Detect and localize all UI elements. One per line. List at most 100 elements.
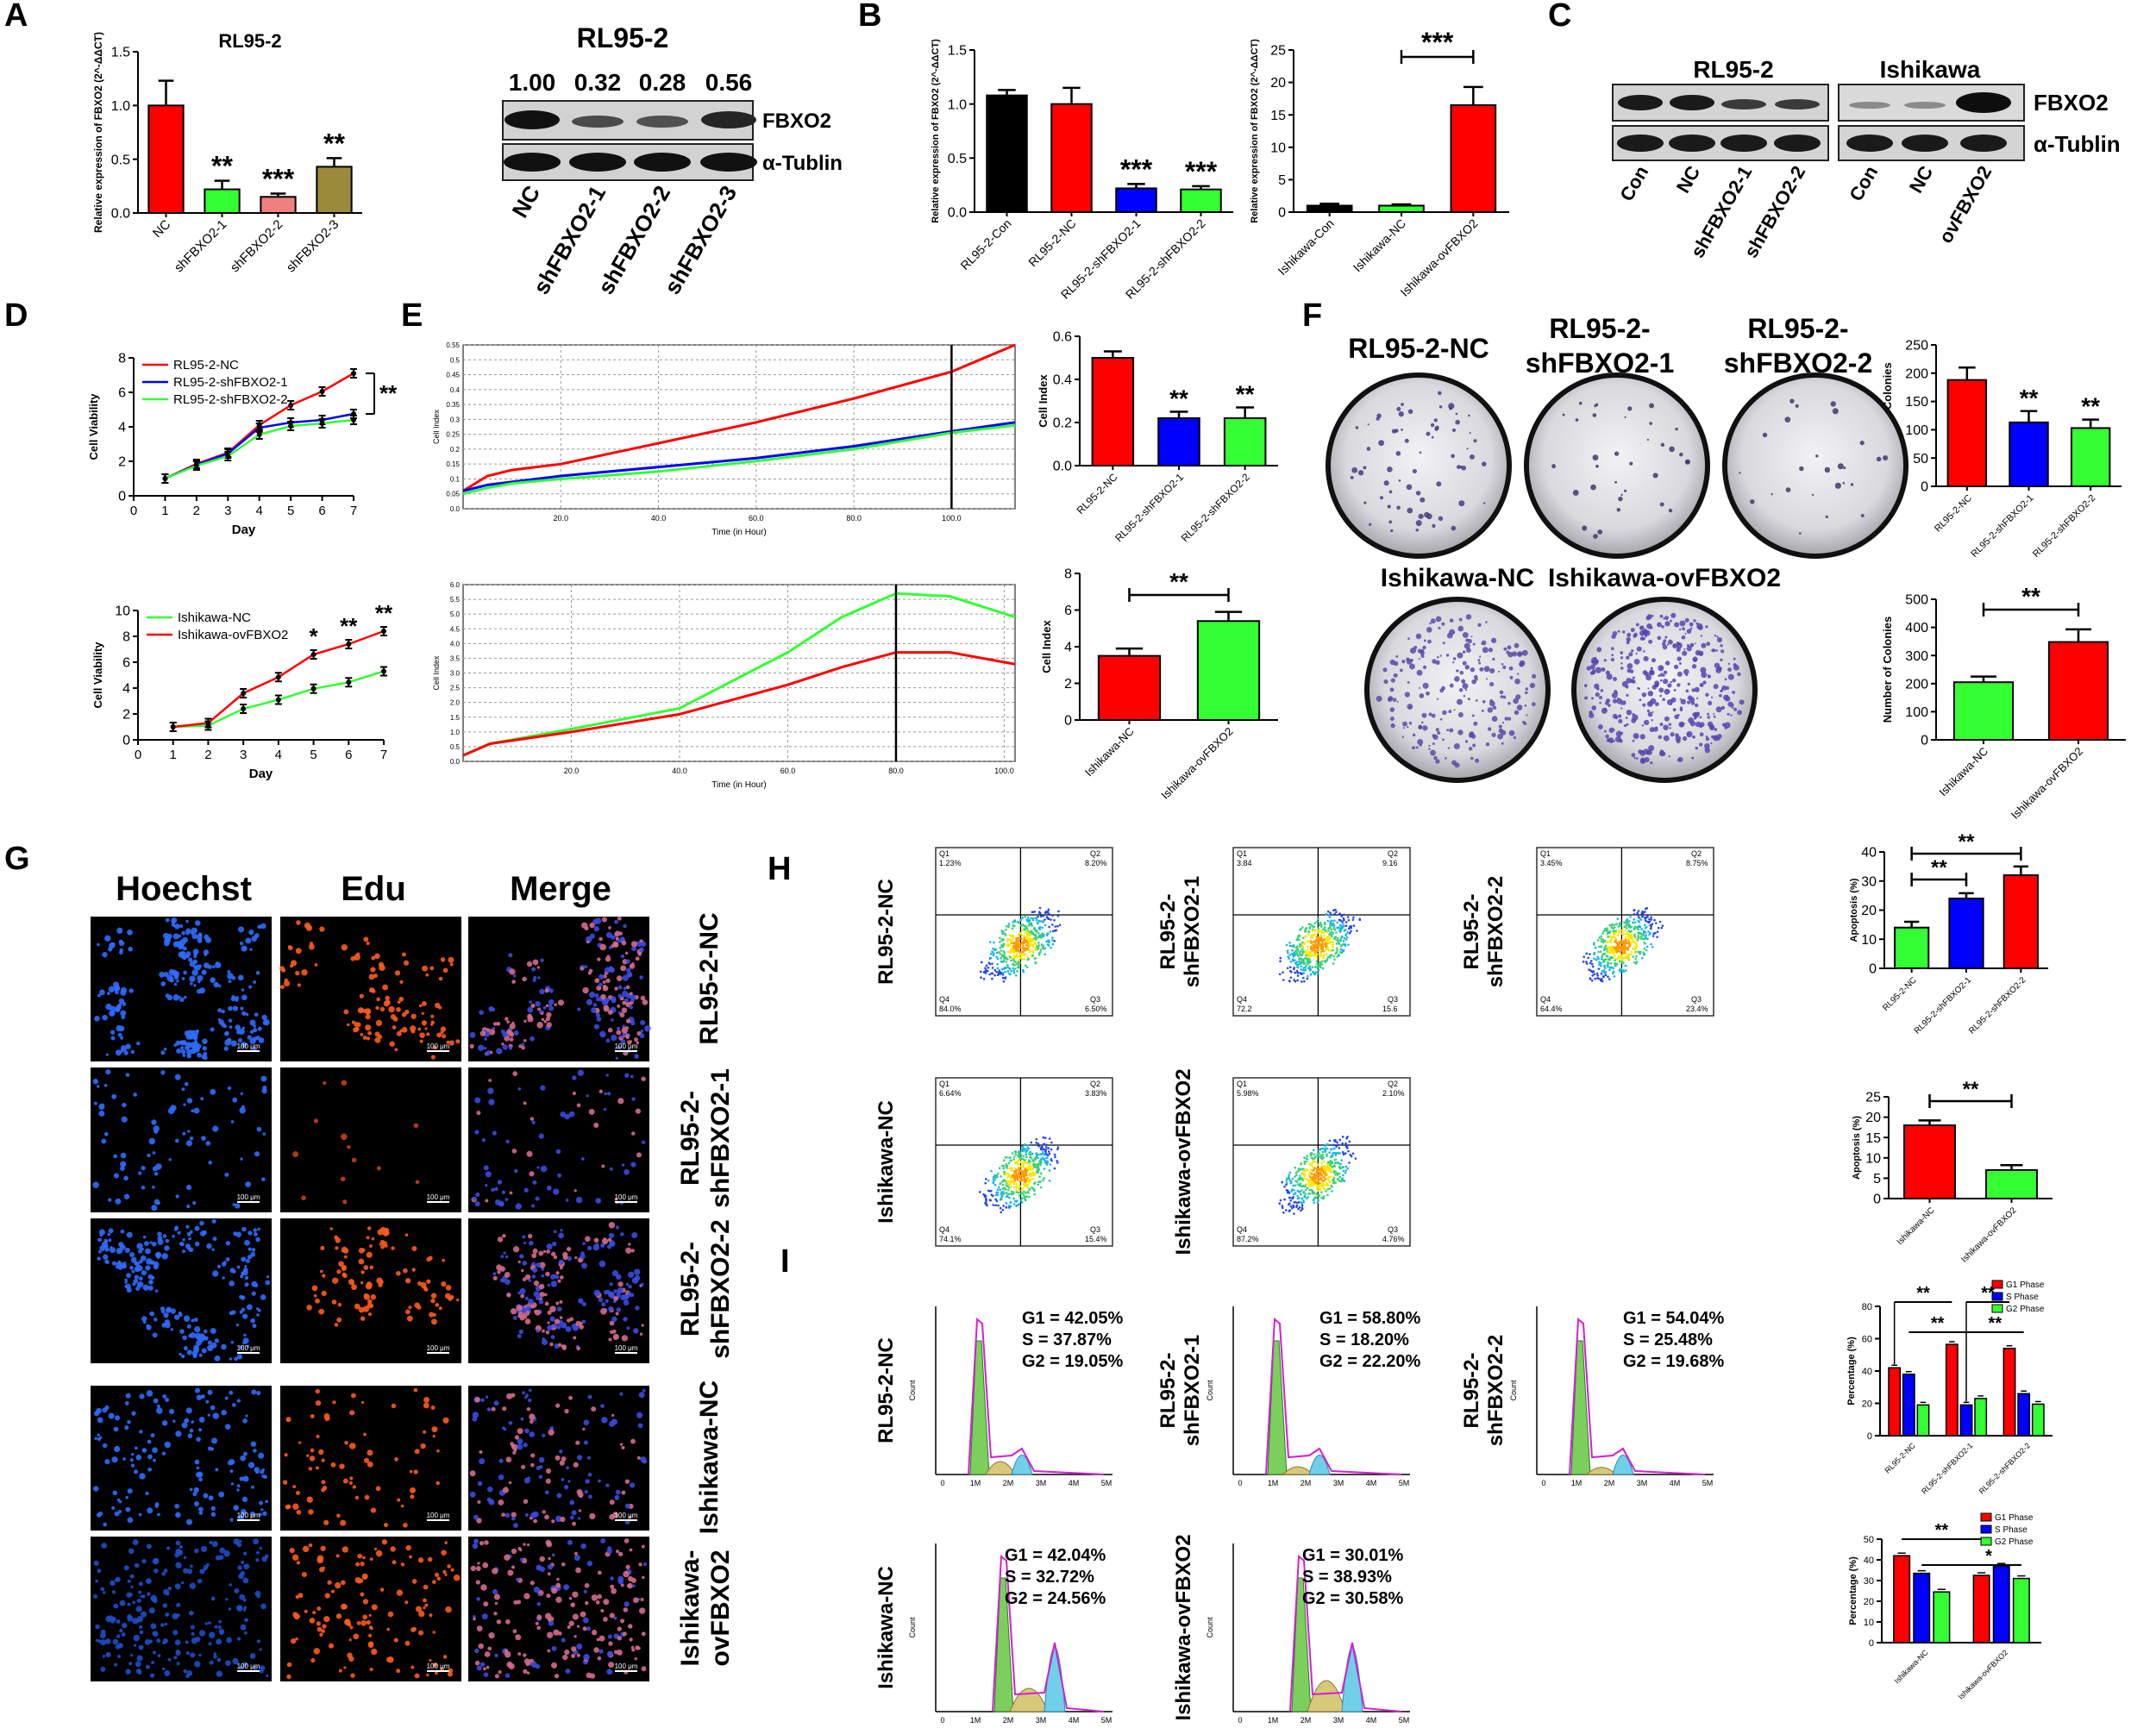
cell-nucleus bbox=[638, 1607, 646, 1614]
cell-nucleus bbox=[130, 1452, 135, 1456]
cell-nucleus bbox=[508, 1421, 513, 1425]
colony bbox=[1584, 696, 1588, 700]
colony bbox=[1618, 714, 1622, 718]
cell-nucleus bbox=[509, 968, 516, 975]
flow-event bbox=[1026, 934, 1030, 937]
blot-band bbox=[1774, 135, 1821, 152]
row-label: Ishikawa- bbox=[676, 1550, 705, 1666]
cell-nucleus bbox=[285, 1417, 291, 1423]
legend-swatch bbox=[1991, 1280, 2003, 1289]
flow-event bbox=[1332, 955, 1336, 958]
colony bbox=[1663, 639, 1667, 643]
y-tick-label: 0 bbox=[1869, 962, 1877, 977]
cell-nucleus bbox=[603, 974, 607, 979]
cell-nucleus bbox=[253, 980, 257, 984]
cell-nucleus bbox=[629, 1548, 633, 1552]
cell-nucleus bbox=[146, 1324, 150, 1328]
flow-event bbox=[1000, 944, 1003, 947]
cell-nucleus bbox=[196, 1466, 200, 1470]
flow-event bbox=[1347, 918, 1351, 922]
colony bbox=[1524, 691, 1528, 695]
colony bbox=[1426, 431, 1431, 436]
cell-nucleus bbox=[524, 1512, 529, 1518]
significance-label: *** bbox=[1185, 156, 1218, 187]
cell-nucleus bbox=[629, 992, 633, 996]
cell-nucleus bbox=[555, 1301, 560, 1305]
significance-label: ** bbox=[1963, 1078, 1979, 1101]
cell-nucleus bbox=[121, 1116, 128, 1123]
cell-nucleus bbox=[319, 1567, 325, 1573]
colony bbox=[1620, 662, 1623, 665]
cell-nucleus bbox=[367, 1641, 374, 1647]
cell-nucleus bbox=[564, 1485, 569, 1490]
cell-nucleus bbox=[582, 1242, 586, 1245]
flow-event bbox=[1037, 936, 1039, 939]
colony bbox=[1390, 723, 1395, 729]
cell-nucleus bbox=[135, 1661, 141, 1668]
data-point bbox=[351, 371, 356, 376]
cell-nucleus bbox=[100, 1667, 106, 1672]
cell-nucleus bbox=[376, 1166, 381, 1171]
cell-nucleus bbox=[540, 1165, 548, 1173]
cell-nucleus bbox=[619, 1035, 623, 1039]
x-tick-label: 100.0 bbox=[994, 767, 1014, 775]
colony bbox=[1639, 698, 1642, 702]
cell-nucleus bbox=[492, 1007, 496, 1011]
legend-label: S Phase bbox=[2006, 1293, 2039, 1302]
cell-nucleus bbox=[363, 1265, 369, 1270]
flow-event bbox=[1005, 925, 1008, 928]
flow-event bbox=[1057, 910, 1060, 913]
colony bbox=[1678, 661, 1682, 665]
cell-nucleus bbox=[421, 1020, 428, 1026]
flow-event bbox=[1037, 942, 1040, 944]
y-axis-label: Cell Index bbox=[1037, 374, 1050, 428]
cell-nucleus bbox=[256, 1307, 260, 1311]
flow-event bbox=[1023, 929, 1026, 931]
colony bbox=[1658, 674, 1661, 678]
cell-nucleus bbox=[342, 1199, 348, 1205]
cell-nucleus bbox=[523, 1314, 528, 1319]
flow-event bbox=[1329, 911, 1332, 914]
flow-event bbox=[1296, 948, 1300, 951]
cell-nucleus bbox=[369, 1304, 374, 1308]
flow-event bbox=[1320, 925, 1323, 929]
cell-nucleus bbox=[502, 1487, 509, 1493]
cell-nucleus bbox=[578, 1258, 582, 1262]
cell-nucleus bbox=[578, 1509, 581, 1512]
significance-label: ** bbox=[1236, 381, 1255, 408]
cell-nucleus bbox=[480, 1584, 487, 1591]
x-tick-label: 5 bbox=[287, 504, 294, 518]
colony bbox=[1430, 749, 1436, 756]
colony bbox=[1415, 633, 1422, 640]
x-tick-label: RL95-2-shFBXO2-1 bbox=[1913, 975, 1974, 1036]
cell-nucleus bbox=[115, 1576, 121, 1582]
flow-event bbox=[1307, 923, 1311, 926]
cell-nucleus bbox=[641, 1324, 644, 1327]
cell-nucleus bbox=[554, 1003, 558, 1006]
colony bbox=[1733, 657, 1736, 661]
cell-nucleus bbox=[602, 980, 606, 984]
bar bbox=[204, 188, 241, 214]
cell-nucleus bbox=[528, 1299, 534, 1305]
row-label: shFBXO2-1 bbox=[706, 1068, 735, 1208]
flow-event bbox=[1041, 926, 1044, 930]
flow-event bbox=[1345, 936, 1349, 939]
flow-event bbox=[1343, 936, 1346, 940]
cell-nucleus bbox=[541, 1017, 545, 1022]
cell-nucleus bbox=[400, 1562, 405, 1567]
cell-nucleus bbox=[369, 1557, 373, 1562]
colony bbox=[1429, 622, 1432, 625]
colony bbox=[1378, 440, 1385, 447]
cell-nucleus bbox=[576, 1346, 581, 1351]
cell-nucleus bbox=[135, 1286, 141, 1291]
colony bbox=[1498, 724, 1502, 729]
cell-nucleus bbox=[533, 1586, 541, 1593]
cell-nucleus bbox=[350, 1393, 356, 1399]
cell-nucleus bbox=[498, 1474, 505, 1481]
flow-event bbox=[1017, 963, 1020, 967]
colony bbox=[1876, 456, 1882, 462]
cell-nucleus bbox=[241, 1307, 246, 1312]
colony bbox=[1684, 459, 1691, 465]
flow-event bbox=[1056, 914, 1060, 917]
